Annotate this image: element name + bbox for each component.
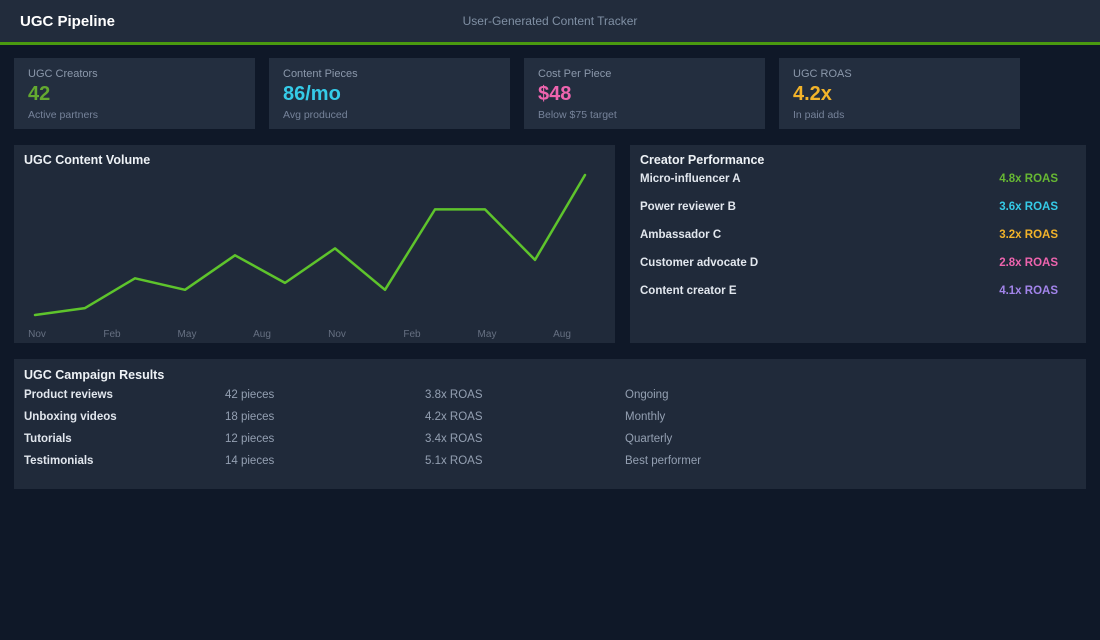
campaign-cadence: Quarterly: [625, 433, 673, 445]
x-axis-tick-label: Feb: [103, 329, 121, 340]
campaign-row: Tutorials 12 pieces 3.4x ROAS Quarterly: [24, 428, 1076, 450]
campaign-row: Unboxing videos 18 pieces 4.2x ROAS Monthly: [24, 406, 1076, 428]
creator-row: Power reviewer B 3.6x ROAS: [640, 201, 1058, 229]
kpi-value: 86/mo: [283, 83, 341, 105]
kpi-card-cost-per-piece: Cost Per Piece $48 Below $75 target: [524, 58, 765, 129]
creator-name: Micro-influencer A: [640, 173, 741, 185]
campaign-cadence: Best performer: [625, 455, 702, 467]
volume-line-series: [33, 173, 587, 317]
creator-row: Micro-influencer A 4.8x ROAS: [640, 173, 1058, 201]
campaign-cadence: Ongoing: [625, 389, 669, 401]
x-axis-tick-label: May: [477, 329, 497, 340]
x-axis-tick-label: Feb: [403, 329, 421, 340]
app-header: User-Generated Content Tracker UGC Pipel…: [0, 0, 1100, 45]
campaign-name: Testimonials: [24, 455, 94, 467]
kpi-card-ugc-creators: UGC Creators 42 Active partners: [14, 58, 255, 129]
volume-line-chart: [33, 173, 587, 317]
kpi-value: 42: [28, 83, 51, 105]
creator-performance-panel: Creator Performance Micro-influencer A 4.…: [630, 145, 1086, 343]
content-volume-chart-panel: UGC Content Volume Nov Feb May Aug Nov Feb May…: [14, 145, 615, 343]
creator-name: Content creator E: [640, 285, 737, 297]
campaign-rows: Product reviews 42 pieces 3.8x ROAS Ongoing…: [24, 384, 1076, 472]
page-title: UGC Pipeline: [20, 12, 116, 30]
campaign-roas: 4.2x ROAS: [425, 411, 483, 423]
creator-name: Ambassador C: [640, 229, 722, 241]
campaign-pieces: 18 pieces: [225, 411, 275, 423]
campaign-pieces: 12 pieces: [225, 433, 275, 445]
campaign-roas: 3.8x ROAS: [425, 389, 483, 401]
campaign-row: Product reviews 42 pieces 3.8x ROAS Ongoing: [24, 384, 1076, 406]
creator-row: Content creator E 4.1x ROAS: [640, 285, 1058, 313]
creator-roas-value: 4.8x ROAS: [999, 173, 1058, 185]
kpi-label: UGC ROAS: [793, 68, 852, 80]
x-axis-tick-label: Nov: [328, 329, 346, 340]
x-axis-tick-label: May: [177, 329, 197, 340]
creator-performance-title: Creator Performance: [640, 153, 765, 167]
kpi-subtext: Avg produced: [283, 109, 348, 121]
kpi-label: UGC Creators: [28, 68, 98, 80]
kpi-card-content-pieces: Content Pieces 86/mo Avg produced: [269, 58, 510, 129]
kpi-subtext: Active partners: [28, 109, 99, 121]
creator-name: Customer advocate D: [640, 257, 759, 269]
campaign-results-title: UGC Campaign Results: [24, 368, 165, 382]
creator-roas-value: 3.2x ROAS: [999, 229, 1058, 241]
header-subtitle: User-Generated Content Tracker: [462, 14, 638, 28]
x-axis-tick-label: Aug: [253, 329, 271, 340]
kpi-subtext: Below $75 target: [538, 109, 617, 121]
creator-name: Power reviewer B: [640, 201, 736, 213]
creator-roas-value: 2.8x ROAS: [999, 257, 1058, 269]
campaign-pieces: 42 pieces: [225, 389, 275, 401]
kpi-value: $48: [538, 83, 572, 105]
kpi-label: Cost Per Piece: [538, 68, 612, 80]
creator-roas-value: 3.6x ROAS: [999, 201, 1058, 213]
campaign-name: Unboxing videos: [24, 411, 117, 423]
kpi-card-ugc-roas: UGC ROAS 4.2x In paid ads: [779, 58, 1020, 129]
creator-row: Customer advocate D 2.8x ROAS: [640, 257, 1058, 285]
campaign-roas: 3.4x ROAS: [425, 433, 483, 445]
creator-roas-value: 4.1x ROAS: [999, 285, 1058, 297]
campaign-cadence: Monthly: [625, 411, 666, 423]
campaign-roas: 5.1x ROAS: [425, 455, 483, 467]
creator-rows: Micro-influencer A 4.8x ROAS Power reviewe…: [640, 173, 1058, 313]
chart-title: UGC Content Volume: [24, 153, 151, 167]
campaign-pieces: 14 pieces: [225, 455, 275, 467]
campaign-name: Product reviews: [24, 389, 113, 401]
campaign-row: Testimonials 14 pieces 5.1x ROAS Best perfo…: [24, 450, 1076, 472]
x-axis-tick-label: Aug: [553, 329, 571, 340]
kpi-row: UGC Creators 42 Active partners Content …: [14, 58, 1086, 129]
x-axis-tick-label: Nov: [28, 329, 46, 340]
campaign-name: Tutorials: [24, 433, 72, 445]
kpi-subtext: In paid ads: [793, 109, 845, 121]
kpi-label: Content Pieces: [283, 68, 358, 80]
campaign-results-panel: UGC Campaign Results Product reviews 42 p…: [14, 359, 1086, 489]
kpi-value: 4.2x: [793, 83, 832, 105]
creator-row: Ambassador C 3.2x ROAS: [640, 229, 1058, 257]
main-row: UGC Content Volume Nov Feb May Aug Nov Feb May…: [14, 145, 1086, 343]
